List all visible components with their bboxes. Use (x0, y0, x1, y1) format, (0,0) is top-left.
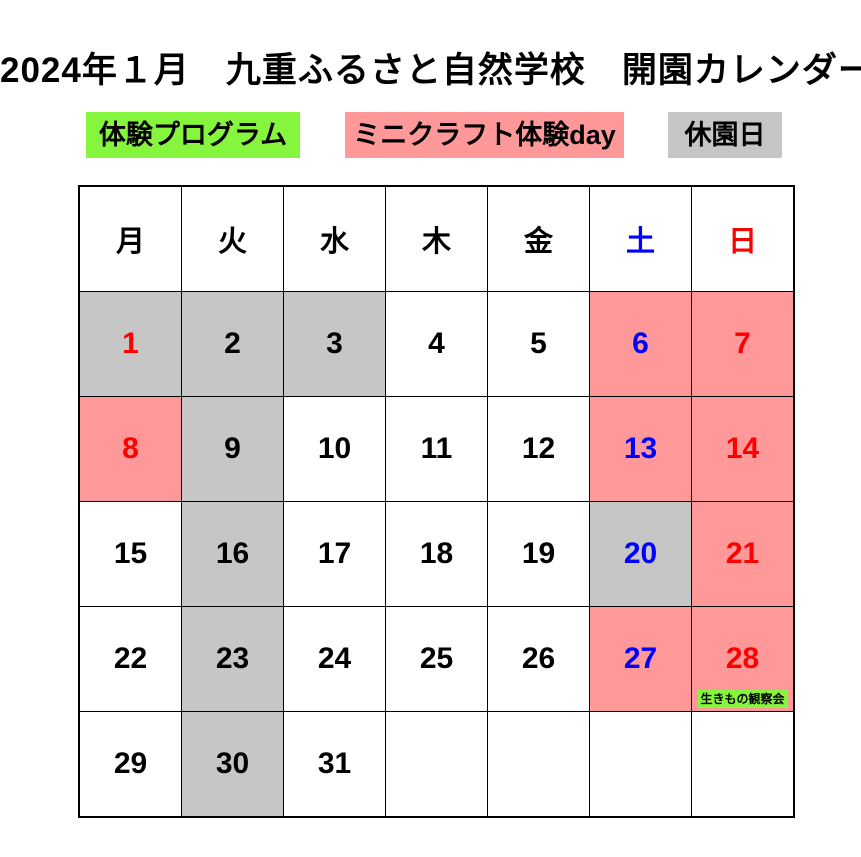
calendar-day-cell-17: 17 (283, 501, 386, 607)
weekday-header-cell: 日 (691, 185, 795, 292)
weekday-header-cell: 水 (283, 185, 386, 292)
day-number: 16 (215, 537, 250, 570)
day-number: 14 (725, 432, 760, 465)
calendar-day-cell-1: 1 (78, 291, 182, 397)
calendar-day-cell-18: 18 (385, 501, 488, 607)
day-number: 25 (419, 642, 454, 675)
calendar-day-cell-19: 19 (487, 501, 590, 607)
calendar-day-cell-28: 28 生きもの観察会 (691, 606, 795, 712)
day-number: 11 (420, 432, 453, 465)
calendar-day-cell-10: 10 (283, 396, 386, 502)
calendar-day-cell-15: 15 (78, 501, 182, 607)
day-number: 22 (113, 642, 148, 675)
calendar-day-cell-23: 23 (181, 606, 284, 712)
day-number: 1 (122, 327, 139, 360)
calendar-week-row: 15 16 17 18 19 20 21 (78, 501, 795, 607)
calendar-day-cell-29: 29 (78, 711, 182, 818)
day-number: 21 (725, 537, 760, 570)
calendar-day-cell-26: 26 (487, 606, 590, 712)
day-number: 18 (419, 537, 454, 570)
calendar-day-cell-14: 14 (691, 396, 795, 502)
calendar-day-cell-3: 3 (283, 291, 386, 397)
day-number: 10 (317, 432, 352, 465)
calendar-day-cell-9: 9 (181, 396, 284, 502)
day-number: 9 (224, 432, 241, 465)
weekday-header-cell: 月 (78, 185, 182, 292)
day-number: 19 (521, 537, 556, 570)
day-number: 3 (326, 327, 343, 360)
day-number: 8 (122, 432, 139, 465)
day-number: 4 (428, 327, 445, 360)
weekday-header-row: 月火水木金土日 (78, 185, 795, 292)
calendar-day-cell-13: 13 (589, 396, 692, 502)
calendar-day-cell-6: 6 (589, 291, 692, 397)
day-number: 5 (530, 327, 547, 360)
calendar-day-cell-4: 4 (385, 291, 488, 397)
day-number: 15 (113, 537, 148, 570)
day-number: 31 (317, 747, 352, 780)
day-number: 20 (623, 537, 658, 570)
calendar-day-cell-31: 31 (283, 711, 386, 818)
weekday-header-cell: 木 (385, 185, 488, 292)
calendar-day-cell-22: 22 (78, 606, 182, 712)
day-number: 13 (623, 432, 658, 465)
calendar-week-row: 8 9 10 11 12 13 14 (78, 396, 795, 502)
calendar-day-cell-2: 2 (181, 291, 284, 397)
calendar-day-cell-11: 11 (385, 396, 488, 502)
calendar-empty-cell (589, 711, 692, 818)
day-number: 7 (734, 327, 751, 360)
legend-craft-day-badge: ミニクラフト体験day (345, 112, 624, 158)
calendar-day-cell-7: 7 (691, 291, 795, 397)
day-number: 2 (224, 327, 241, 360)
day-number: 23 (215, 642, 250, 675)
day-number: 29 (113, 747, 148, 780)
calendar-day-cell-27: 27 (589, 606, 692, 712)
legend-program-badge: 体験プログラム (86, 112, 300, 158)
calendar-day-cell-12: 12 (487, 396, 590, 502)
calendar-empty-cell (385, 711, 488, 818)
day-number: 26 (521, 642, 556, 675)
day-number: 30 (215, 747, 250, 780)
calendar-week-row: 29 30 31 (78, 711, 795, 818)
page-title: 2024年１月 九重ふるさと自然学校 開園カレンダー (0, 51, 861, 90)
calendar-day-cell-24: 24 (283, 606, 386, 712)
day-number: 24 (317, 642, 352, 675)
day-event-note: 生きもの観察会 (697, 690, 788, 708)
calendar-empty-cell (487, 711, 590, 818)
month-calendar-table: 月火水木金土日 1 2 3 4 5 6 7 8 9 10 11 12 13 14 15 16 17 18 19 20 2… (78, 185, 795, 818)
weekday-header-cell: 土 (589, 185, 692, 292)
calendar-day-cell-30: 30 (181, 711, 284, 818)
calendar-day-cell-25: 25 (385, 606, 488, 712)
weekday-header-cell: 火 (181, 185, 284, 292)
day-number: 17 (317, 537, 352, 570)
calendar-day-cell-5: 5 (487, 291, 590, 397)
calendar-day-cell-20: 20 (589, 501, 692, 607)
calendar-day-cell-21: 21 (691, 501, 795, 607)
legend-closed-day-badge: 休園日 (668, 112, 782, 158)
calendar-empty-cell (691, 711, 795, 818)
calendar-week-row: 1 2 3 4 5 6 7 (78, 291, 795, 397)
calendar-week-row: 22 23 24 25 26 27 28 生きもの観察会 (78, 606, 795, 712)
calendar-day-cell-8: 8 (78, 396, 182, 502)
day-number: 28 (725, 642, 760, 675)
day-number: 12 (521, 432, 556, 465)
weekday-header-cell: 金 (487, 185, 590, 292)
day-number: 27 (623, 642, 658, 675)
day-number: 6 (632, 327, 649, 360)
calendar-day-cell-16: 16 (181, 501, 284, 607)
